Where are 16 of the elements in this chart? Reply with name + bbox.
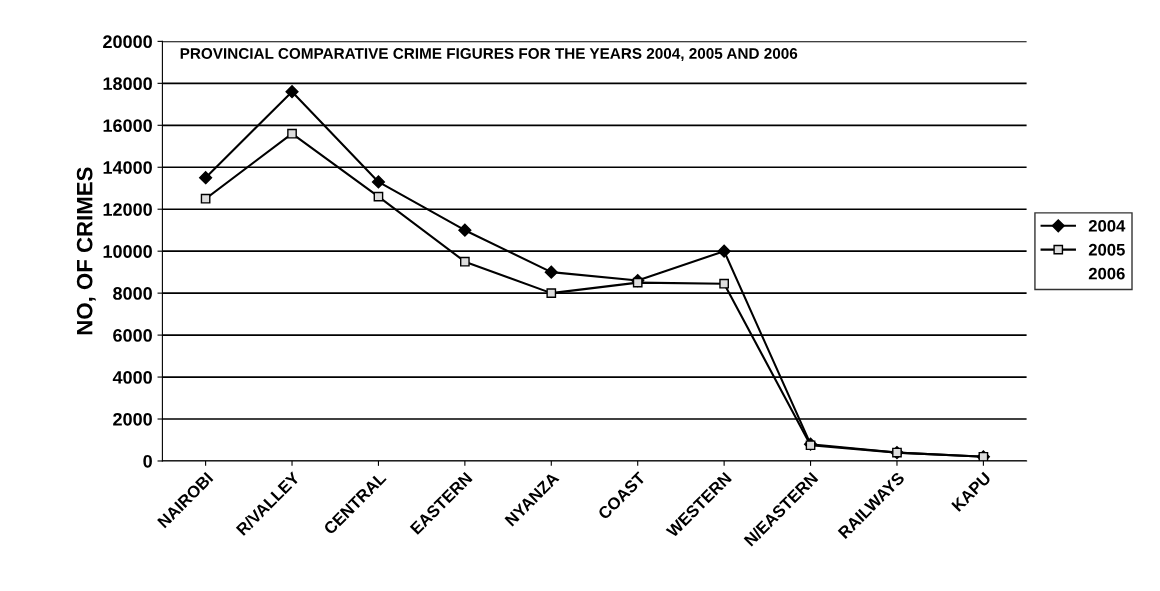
y-tick-label: 12000 <box>103 203 152 216</box>
y-tick-label: 14000 <box>103 161 152 174</box>
y-tick-label: 8000 <box>113 287 152 300</box>
y-tick-label: 2000 <box>113 412 152 426</box>
y-tick-label: 18000 <box>103 77 152 91</box>
y-axis-title: NO, OF CRIMES <box>76 167 96 335</box>
chart-title: PROVINCIAL COMPARATIVE CRIME FIGURES FOR THE YEARS 2004, 2005 AND 2006 <box>180 48 798 62</box>
legend-label: 2004 <box>1088 219 1126 232</box>
y-tick-label: 10000 <box>103 245 152 258</box>
y-tick-label: 0 <box>143 454 152 468</box>
y-tick-label: 20000 <box>103 35 152 49</box>
legend-label: 2005 <box>1088 243 1125 256</box>
text: 2006 <box>1088 267 1125 280</box>
y-tick-label: 16000 <box>103 119 152 133</box>
y-tick-label: 6000 <box>113 329 152 342</box>
y-tick-label: 4000 <box>112 370 152 384</box>
